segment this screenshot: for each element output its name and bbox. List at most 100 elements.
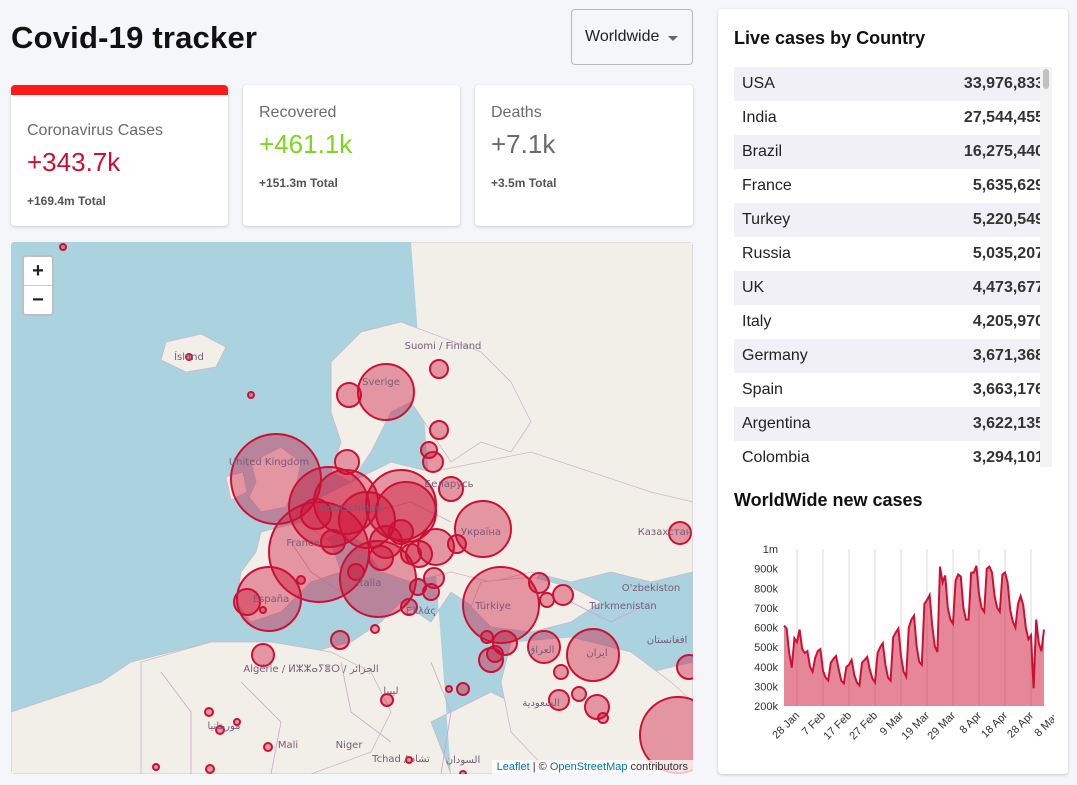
case-circle[interactable] — [357, 363, 415, 421]
case-circle[interactable] — [300, 498, 332, 530]
case-circle[interactable] — [334, 449, 360, 475]
case-circle[interactable] — [553, 664, 569, 680]
case-circle[interactable] — [552, 584, 574, 606]
table-row: Russia 5,035,207 — [734, 237, 1052, 271]
map-canvas[interactable] — [11, 242, 693, 774]
leaflet-link[interactable]: Leaflet — [496, 761, 530, 773]
case-circle[interactable] — [347, 563, 365, 581]
case-circle[interactable] — [369, 525, 403, 559]
case-circle[interactable] — [445, 685, 453, 693]
case-circle[interactable] — [405, 756, 413, 764]
recovered-card[interactable]: Recovered +461.1k +151.3m Total — [243, 85, 460, 226]
case-circle[interactable] — [370, 624, 380, 634]
case-circle[interactable] — [320, 529, 346, 555]
case-circle[interactable] — [422, 451, 444, 473]
country-cases: 27,544,455 — [963, 109, 1044, 126]
case-circle[interactable] — [548, 689, 570, 711]
map-label: France — [286, 538, 319, 549]
case-circle[interactable] — [417, 528, 455, 566]
case-circle[interactable] — [420, 441, 438, 459]
case-circle[interactable] — [528, 572, 550, 594]
country-cases: 3,663,176 — [972, 381, 1044, 398]
case-circle[interactable] — [251, 643, 275, 667]
case-circle[interactable] — [438, 476, 464, 502]
map-label: Deutschland — [320, 503, 383, 514]
case-circle[interactable] — [247, 391, 255, 399]
deaths-card[interactable]: Deaths +7.1k +3.5m Total — [475, 85, 693, 226]
case-circle[interactable] — [429, 359, 449, 379]
case-circle[interactable] — [668, 521, 692, 545]
case-circle[interactable] — [204, 707, 214, 717]
case-circle[interactable] — [215, 725, 225, 735]
x-tick-label: 18 Apr — [979, 709, 1010, 740]
case-circle[interactable] — [422, 583, 440, 601]
case-circle[interactable] — [480, 630, 494, 644]
case-circle[interactable] — [597, 712, 609, 724]
case-circle[interactable] — [230, 433, 322, 525]
case-circle[interactable] — [336, 382, 362, 408]
case-circle[interactable] — [185, 353, 193, 361]
y-tick-label: 400k — [754, 662, 778, 674]
case-circle[interactable] — [233, 588, 261, 616]
map-label: موريتانيا — [207, 721, 240, 732]
case-circle[interactable] — [152, 763, 160, 771]
cases-card[interactable]: Coronavirus Cases +343.7k +169.4m Total — [11, 85, 228, 226]
zoom-out-button[interactable]: − — [32, 289, 44, 311]
case-circle[interactable] — [233, 718, 241, 726]
case-circle[interactable] — [456, 682, 470, 696]
country-name: Brazil — [742, 143, 783, 160]
case-circle[interactable] — [259, 606, 267, 614]
country-cases: 3,671,368 — [972, 347, 1044, 364]
x-tick-label: 8 May — [1032, 709, 1054, 739]
case-circle[interactable] — [566, 628, 620, 682]
scrollbar-thumb[interactable] — [1043, 69, 1049, 89]
case-circle[interactable] — [447, 534, 467, 554]
y-tick-label: 700k — [754, 603, 778, 615]
case-circle[interactable] — [571, 686, 587, 702]
case-circle[interactable] — [492, 630, 518, 656]
cases-map[interactable]: Ísland Suomi / Finland Sverige United Kingd… — [11, 242, 693, 774]
case-circle[interactable] — [459, 770, 467, 774]
case-circle[interactable] — [429, 420, 449, 440]
case-circle[interactable] — [400, 598, 418, 616]
case-circle[interactable] — [263, 742, 273, 752]
map-label: السعودية — [522, 698, 559, 709]
table-row: India 27,544,455 — [734, 101, 1052, 135]
case-circle[interactable] — [59, 243, 67, 251]
new-cases-area — [784, 565, 1044, 706]
table-row: Colombia 3,294,101 — [734, 441, 1052, 467]
cases-total: +169.4m Total — [27, 194, 106, 208]
case-circles-layer[interactable] — [11, 242, 693, 774]
country-name: USA — [742, 75, 775, 92]
zoom-in-button[interactable]: + — [24, 257, 52, 286]
live-cases-table[interactable]: USA 33,976,833 India 27,544,455 Brazil 16,275… — [734, 67, 1052, 467]
case-circle[interactable] — [296, 575, 306, 585]
case-circle[interactable] — [330, 630, 350, 650]
map-label: Ísland — [174, 350, 204, 363]
new-cases-title: WorldWide new cases — [734, 490, 923, 510]
case-circle[interactable] — [268, 501, 370, 603]
case-circle[interactable] — [423, 567, 445, 589]
table-row: Italy 4,205,970 — [734, 305, 1052, 339]
country-select[interactable]: Worldwide — [571, 9, 693, 65]
country-name: Turkey — [742, 211, 791, 228]
country-name: Russia — [742, 245, 791, 262]
case-circle[interactable] — [527, 630, 561, 664]
country-cases: 5,220,549 — [972, 211, 1044, 228]
case-circle[interactable] — [338, 491, 396, 549]
case-circle[interactable] — [236, 566, 302, 632]
case-circle[interactable] — [462, 566, 540, 644]
osm-link[interactable]: OpenStreetMap — [549, 761, 628, 773]
case-circle[interactable] — [676, 654, 693, 680]
attribution-suffix: contributors — [627, 761, 688, 773]
map-label: ایران — [586, 648, 607, 659]
case-circle[interactable] — [205, 764, 215, 774]
case-circle[interactable] — [454, 500, 512, 558]
case-circle[interactable] — [486, 645, 504, 663]
map-labels-layer: Ísland Suomi / Finland Sverige United Kingd… — [174, 341, 692, 766]
case-circle[interactable] — [380, 693, 394, 707]
table-scrollbar[interactable] — [1040, 67, 1052, 467]
map-label: Italia — [357, 578, 382, 589]
y-tick-label: 200k — [754, 701, 778, 713]
map-label: Sverige — [362, 377, 400, 388]
